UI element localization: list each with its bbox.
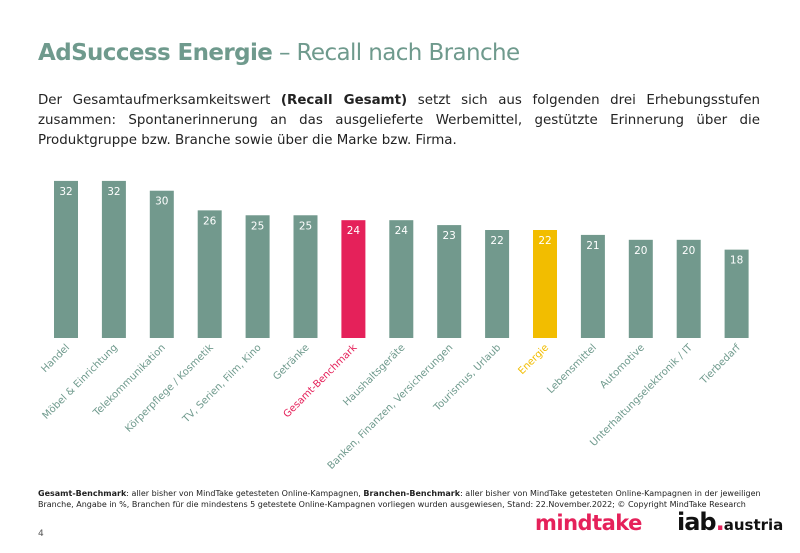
intro-before: Der Gesamtaufmerksamkeitswert	[38, 93, 281, 108]
value-label-m-bel-einrichtung: 32	[107, 186, 120, 198]
bar-getr-nke	[293, 215, 318, 338]
bar-handel	[54, 180, 78, 338]
page-title: AdSuccess Energie – Recall nach Branche	[38, 40, 520, 66]
value-label-tierbedarf: 18	[730, 255, 743, 267]
iab-logo-main: iab	[677, 508, 717, 536]
category-label-getr-nke: Getränke	[271, 342, 311, 382]
value-label-energie: 22	[538, 235, 551, 247]
category-label-lebensmittel: Lebensmittel	[545, 342, 599, 396]
iab-logo-dot: .	[715, 508, 725, 536]
footnote: Gesamt-Benchmark: aller bisher von MindT…	[38, 488, 768, 510]
intro-text: Der Gesamtaufmerksamkeitswert (Recall Ge…	[38, 91, 760, 151]
bar-banken-finanzen-versicherungen	[437, 225, 462, 338]
footnote-term1: Gesamt-Benchmark	[38, 489, 127, 498]
category-label-tv-serien-film-kino: TV, Serien, Film, Kino	[180, 342, 263, 425]
category-label-energie: Energie	[516, 342, 551, 377]
bar-energie	[533, 230, 557, 338]
footnote-text1: : aller bisher von MindTake getesteten O…	[126, 489, 364, 498]
title-bold: AdSuccess Energie	[38, 40, 273, 66]
value-label-haushaltsger-te: 24	[395, 225, 409, 237]
bar-haushaltsger-te	[389, 220, 414, 338]
bar-tv-serien-film-kino	[245, 215, 270, 338]
value-label-tourismus-urlaub: 22	[490, 235, 503, 247]
bar-gesamt-benchmark	[341, 220, 366, 338]
footnote-text2: : aller bisher von MindTake getesteten O…	[38, 489, 761, 509]
bar-tierbedarf	[724, 249, 749, 338]
category-label-handel: Handel	[39, 342, 72, 375]
mindtake-logo: mindtake	[535, 511, 642, 535]
bar-lebensmittel	[580, 234, 605, 338]
bar-m-bel-einrichtung	[101, 180, 126, 338]
value-label-automotive: 20	[634, 245, 647, 257]
bar-unterhaltungselektronik-it	[676, 239, 701, 338]
category-label-automotive: Automotive	[598, 342, 647, 391]
category-label-tierbedarf: Tierbedarf	[698, 342, 743, 387]
title-rest: – Recall nach Branche	[272, 40, 520, 66]
footnote-term2: Branchen-Benchmark	[363, 489, 461, 498]
iab-austria-logo: iab.austria	[677, 508, 783, 536]
value-label-telekommunikation: 30	[155, 196, 168, 208]
value-label-unterhaltungselektronik-it: 20	[682, 245, 695, 257]
value-label-lebensmittel: 21	[586, 240, 599, 252]
intro-after: setzt sich aus folgenden drei Erhebungss…	[38, 93, 760, 148]
bar-automotive	[628, 239, 653, 338]
value-label-k-rperpflege-kosmetik: 26	[203, 215, 217, 227]
bar-k-rperpflege-kosmetik	[197, 210, 222, 338]
value-label-banken-finanzen-versicherungen: 23	[443, 230, 456, 242]
bar-tourismus-urlaub	[485, 230, 510, 338]
page-number: 4	[38, 529, 44, 539]
bar-telekommunikation	[149, 190, 174, 338]
value-label-gesamt-benchmark: 24	[347, 225, 361, 237]
intro-bold: (Recall Gesamt)	[280, 93, 408, 108]
value-label-getr-nke: 25	[299, 220, 312, 232]
category-label-unterhaltungselektronik-it: Unterhaltungselektronik / IT	[588, 342, 695, 449]
value-label-tv-serien-film-kino: 25	[251, 220, 264, 232]
iab-logo-sub: austria	[723, 516, 784, 534]
category-label-k-rperpflege-kosmetik: Körperpflege / Kosmetik	[123, 342, 216, 435]
value-label-handel: 32	[59, 186, 72, 198]
